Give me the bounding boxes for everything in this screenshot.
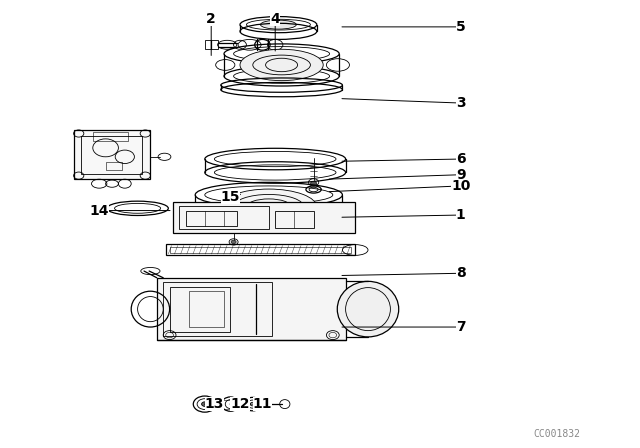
Ellipse shape xyxy=(259,202,278,211)
Text: 8: 8 xyxy=(456,266,466,280)
Text: 9: 9 xyxy=(456,168,466,182)
Ellipse shape xyxy=(337,281,399,337)
Bar xyxy=(81,136,142,174)
Text: 13: 13 xyxy=(205,397,224,411)
Text: CC001832: CC001832 xyxy=(533,429,580,439)
Bar xyxy=(170,287,230,332)
Bar xyxy=(205,40,218,49)
Text: 15: 15 xyxy=(221,190,240,204)
Ellipse shape xyxy=(202,402,208,406)
Bar xyxy=(93,132,128,141)
Ellipse shape xyxy=(221,189,317,225)
Text: 10: 10 xyxy=(451,179,470,193)
Bar xyxy=(186,211,237,226)
Bar xyxy=(74,130,150,179)
Text: 7: 7 xyxy=(456,320,466,334)
Bar xyxy=(106,162,122,170)
Bar xyxy=(173,202,355,233)
Text: 12: 12 xyxy=(230,397,250,411)
Ellipse shape xyxy=(240,49,323,81)
Text: 3: 3 xyxy=(456,96,466,110)
Text: 2: 2 xyxy=(206,12,216,26)
Ellipse shape xyxy=(260,20,296,29)
Text: 5: 5 xyxy=(456,20,466,34)
Ellipse shape xyxy=(231,240,236,244)
Bar xyxy=(163,282,272,336)
Bar xyxy=(166,244,355,255)
Bar xyxy=(157,278,346,340)
Bar xyxy=(179,206,269,229)
Bar xyxy=(189,291,224,327)
Ellipse shape xyxy=(310,181,317,186)
Bar xyxy=(223,400,238,409)
Bar xyxy=(275,211,314,228)
Bar xyxy=(170,247,351,253)
Text: 1: 1 xyxy=(456,208,466,222)
Text: 11: 11 xyxy=(253,397,272,411)
Text: 4: 4 xyxy=(270,12,280,26)
Text: 6: 6 xyxy=(456,152,466,166)
Text: 14: 14 xyxy=(90,203,109,218)
